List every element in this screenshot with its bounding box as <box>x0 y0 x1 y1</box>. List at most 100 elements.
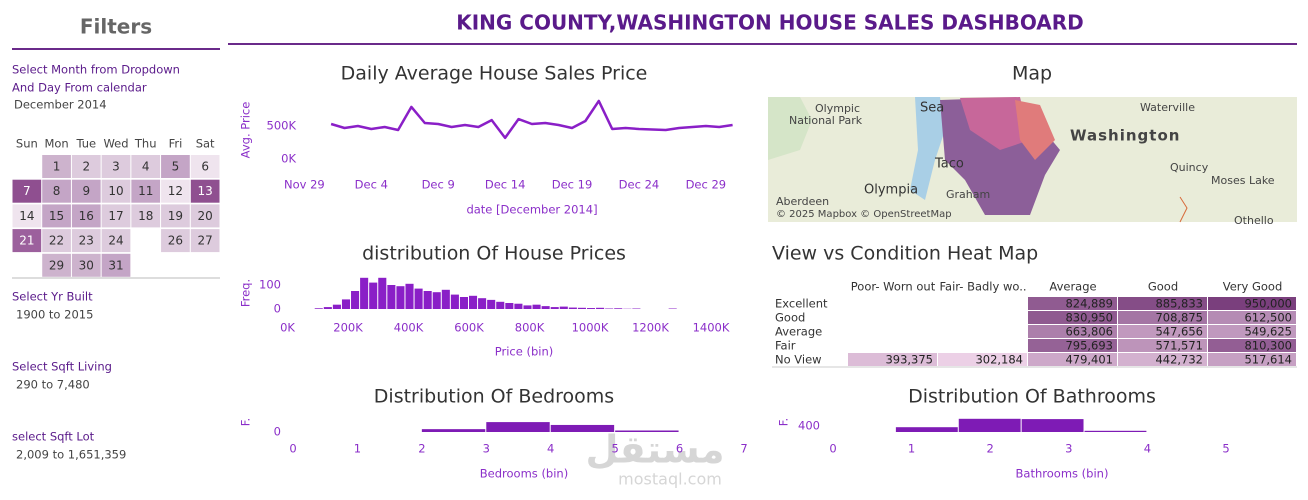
calendar-cell[interactable] <box>71 253 101 277</box>
column-header: Good <box>1148 280 1178 294</box>
calendar-day: 4 <box>142 160 150 174</box>
weekday-label: Sun <box>16 137 38 151</box>
calendar-cell[interactable] <box>131 204 161 228</box>
calendar-cell[interactable] <box>101 204 131 228</box>
filter-label: And Day From calendar <box>12 81 147 95</box>
map-label: Olympia <box>864 183 918 198</box>
bar <box>378 277 387 309</box>
calendar-day: 18 <box>138 209 153 223</box>
bar <box>486 422 550 432</box>
heat-cell <box>938 353 1027 366</box>
bar <box>1084 430 1147 432</box>
cell-label: 612,500 <box>1244 311 1292 325</box>
calendar-cell[interactable] <box>161 229 190 253</box>
cell-label: 571,571 <box>1155 339 1203 353</box>
y-axis-label: Avg. Price <box>239 102 253 159</box>
calendar-cell[interactable] <box>42 204 71 228</box>
heat-cell <box>1118 325 1207 338</box>
heat-cell <box>1028 297 1117 310</box>
calendar-cell[interactable] <box>101 229 131 253</box>
x-tick-label: 1 <box>908 442 915 456</box>
y-tick-label: 500K <box>267 119 297 133</box>
x-tick-label: 5 <box>611 442 618 456</box>
calendar-day: 5 <box>172 160 180 174</box>
heat-cell <box>1118 311 1207 324</box>
heat-cell <box>1028 311 1117 324</box>
bar <box>421 429 486 432</box>
calendar-cell[interactable] <box>12 204 42 228</box>
cell-label: 795,693 <box>1065 339 1113 353</box>
calendar-day: 9 <box>82 184 90 198</box>
x-tick-label: Dec 14 <box>485 178 526 192</box>
calendar-cell[interactable] <box>71 179 101 203</box>
x-tick-label: 5 <box>1222 442 1229 456</box>
map-label: Waterville <box>1140 101 1195 114</box>
bar <box>459 297 468 309</box>
calendar-cell[interactable] <box>101 155 131 178</box>
weekday-label: Wed <box>103 137 128 151</box>
x-axis-label: date [December 2014] <box>466 203 597 217</box>
calendar-day: 7 <box>23 184 31 198</box>
cell-label: 547,656 <box>1155 325 1203 339</box>
calendar-cell[interactable] <box>190 155 220 178</box>
calendar-cell[interactable] <box>131 179 161 203</box>
calendar-day: 3 <box>112 160 120 174</box>
calendar-cell[interactable] <box>71 204 101 228</box>
calendar-cell[interactable] <box>161 204 190 228</box>
weekday-label: Sat <box>196 137 215 151</box>
calendar-day: 22 <box>49 234 64 248</box>
calendar-cell[interactable] <box>71 229 101 253</box>
bar <box>369 282 378 309</box>
bar <box>496 301 505 309</box>
calendar-cell[interactable] <box>42 179 71 203</box>
filter-value[interactable]: 290 to 7,480 <box>16 378 90 392</box>
map[interactable]: Olympic National Park Waterville Washing… <box>768 97 1297 227</box>
calendar-cell[interactable] <box>101 253 131 277</box>
map-attribution: © 2025 Mapbox © OpenStreetMap <box>776 209 952 220</box>
calendar-cell[interactable] <box>12 179 42 203</box>
calendar-cell[interactable] <box>42 155 71 178</box>
calendar-day: 12 <box>168 184 183 198</box>
calendar-cell[interactable] <box>190 179 220 203</box>
y-tick-label: 400 <box>798 419 820 433</box>
filter-value[interactable]: 2,009 to 1,651,359 <box>16 448 126 462</box>
filter-value[interactable]: 1900 to 2015 <box>16 308 93 322</box>
calendar-day: 1 <box>53 160 61 174</box>
calendar-cell[interactable] <box>71 155 101 178</box>
heat-cell <box>1208 297 1296 310</box>
calendar-cell[interactable] <box>42 253 71 277</box>
cell-label: 302,184 <box>975 353 1023 367</box>
calendar-day: 11 <box>138 184 153 198</box>
row-header: No View <box>775 353 822 367</box>
map-label: Sea <box>920 101 944 116</box>
heat-cell <box>1208 325 1296 338</box>
calendar-cell[interactable] <box>42 229 71 253</box>
y-axis-label: Freq. <box>239 279 253 307</box>
bar <box>596 307 605 309</box>
bar <box>469 295 478 309</box>
calendar-day: 24 <box>108 234 123 248</box>
calendar-cell[interactable] <box>161 179 190 203</box>
calendar-cell[interactable] <box>190 204 220 228</box>
bar <box>541 306 550 309</box>
filter-value[interactable]: December 2014 <box>14 98 107 112</box>
chart-title: Distribution Of Bathrooms <box>908 386 1156 408</box>
x-tick-label: Dec 24 <box>619 178 660 192</box>
heat-cell <box>1118 297 1207 310</box>
calendar-cell[interactable] <box>12 229 42 253</box>
calendar-cell[interactable] <box>161 155 190 178</box>
calendar-day: 14 <box>19 209 34 223</box>
heat-cell <box>1118 339 1207 352</box>
map-label: Washington <box>1070 127 1180 145</box>
calendar-cell[interactable] <box>101 179 131 203</box>
calendar-cell[interactable] <box>190 229 220 253</box>
calendar-day: 23 <box>79 234 94 248</box>
map-region <box>960 97 1030 150</box>
calendar-cell[interactable] <box>131 155 161 178</box>
row-header: Average <box>775 325 822 339</box>
filter-label: Select Month from Dropdown <box>12 63 180 77</box>
cell-label: 830,950 <box>1065 311 1113 325</box>
y-tick-label: 0K <box>281 152 296 166</box>
column-header: Poor- Worn out <box>851 280 936 294</box>
chart-title: distribution Of House Prices <box>362 243 626 265</box>
